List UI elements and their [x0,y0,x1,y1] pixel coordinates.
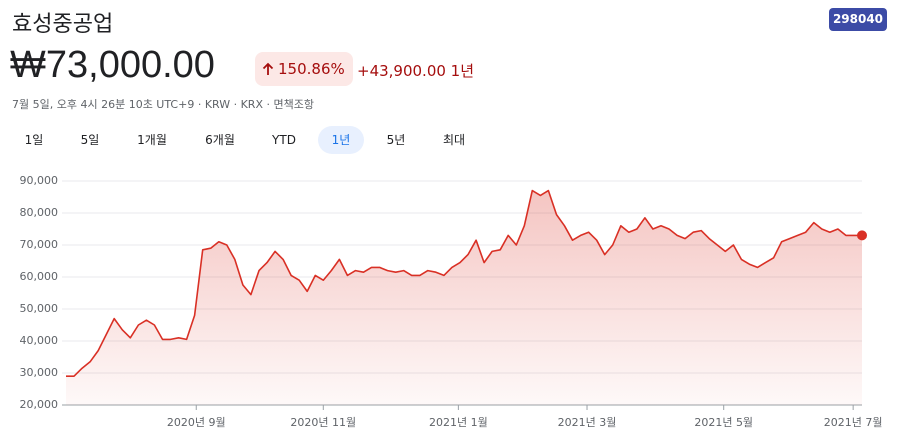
range-tab[interactable]: 1개월 [137,133,167,147]
range-tab[interactable]: 최대 [442,133,466,147]
price-area [66,190,862,405]
x-tick-label: 2020년 9월 [167,416,226,429]
y-tick-label: 50,000 [20,302,59,315]
stock-title: 효성중공업 [12,12,114,37]
y-tick-label: 70,000 [20,238,59,251]
change-percent: 150.86% [278,60,345,78]
x-tick-label: 2021년 5월 [694,416,753,429]
x-tick-label: 2021년 3월 [558,416,617,429]
price: ₩73,000.00 [10,44,215,86]
up-arrow [262,62,274,75]
ticker-badge[interactable]: 298040 [829,8,887,31]
y-tick-label: 40,000 [20,334,59,347]
y-tick-label: 20,000 [20,398,59,411]
x-tick-label: 2020년 11월 [290,416,356,429]
range-tab[interactable]: 5년 [386,133,406,147]
range-tab[interactable]: YTD [272,133,296,147]
price-line [66,189,862,377]
meta-info: 7월 5일, 오후 4시 26분 10초 UTC+9 · KRW · KRX ·… [12,98,314,111]
range-tab[interactable]: 5일 [80,133,100,147]
range-tab[interactable]: 1년 [318,126,364,154]
y-tick-label: 90,000 [20,174,59,187]
y-tick-label: 80,000 [20,206,59,219]
last-price-dot [857,230,867,241]
y-tick-label: 60,000 [20,270,59,283]
range-tab[interactable]: 1일 [24,133,44,147]
x-tick-label: 2021년 7월 [824,416,883,429]
change-badge: 150.86% [255,52,353,86]
x-tick-label: 2021년 1월 [429,416,488,429]
range-tab[interactable]: 6개월 [205,133,235,147]
y-tick-label: 30,000 [20,366,59,379]
change-absolute: +43,900.00 1년 [357,62,475,80]
